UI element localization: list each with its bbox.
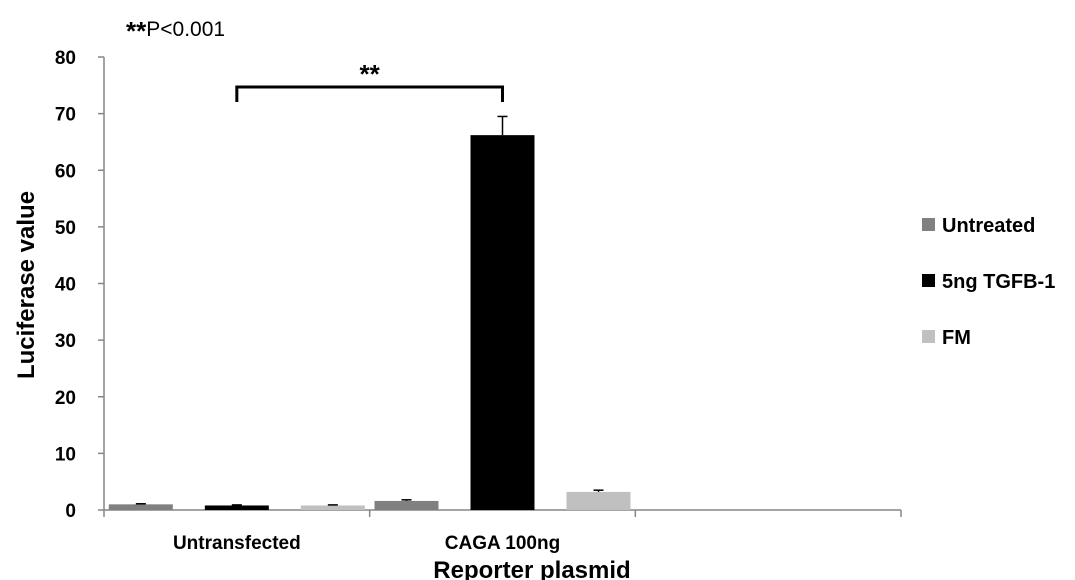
bar [204, 505, 269, 510]
x-category-label: CAGA 100ng [445, 533, 560, 554]
y-tick-label: 20 [55, 388, 76, 409]
legend-label: FM [942, 327, 971, 349]
y-tick-label: 80 [55, 48, 76, 69]
bar [470, 135, 535, 510]
significance-note-stars: ** [126, 16, 147, 46]
legend-swatch [922, 330, 935, 343]
legend: Untreated 5ng TGFB-1 FM [922, 215, 1055, 349]
legend-swatch [922, 218, 935, 231]
y-axis: 0 10 20 30 40 50 60 70 80 [55, 48, 105, 522]
y-tick-label: 10 [55, 444, 76, 465]
bar [566, 491, 631, 510]
bar [108, 504, 173, 510]
legend-swatch [922, 274, 935, 287]
y-tick-label: 70 [55, 105, 76, 126]
significance-note: **P<0.001 [126, 16, 225, 46]
y-tick-label: 40 [55, 275, 76, 296]
significance-note-text: P<0.001 [146, 18, 225, 41]
y-tick-label: 30 [55, 331, 76, 352]
legend-label: Untreated [942, 215, 1035, 237]
bars [108, 115, 631, 510]
y-axis-title: Luciferase value [13, 191, 40, 379]
y-tick-label: 50 [55, 218, 76, 239]
bar [300, 505, 365, 510]
x-category-label: Untransfected [173, 533, 301, 554]
significance-bracket: ** [235, 59, 504, 102]
x-axis-title: Reporter plasmid [433, 557, 630, 580]
bracket-line [235, 85, 504, 102]
y-tick-label: 0 [65, 501, 76, 522]
x-axis: Untransfected CAGA 100ng [103, 509, 902, 554]
bar [374, 500, 439, 510]
y-tick-label: 60 [55, 161, 76, 182]
bracket-label: ** [360, 59, 381, 89]
legend-label: 5ng TGFB-1 [942, 271, 1055, 293]
